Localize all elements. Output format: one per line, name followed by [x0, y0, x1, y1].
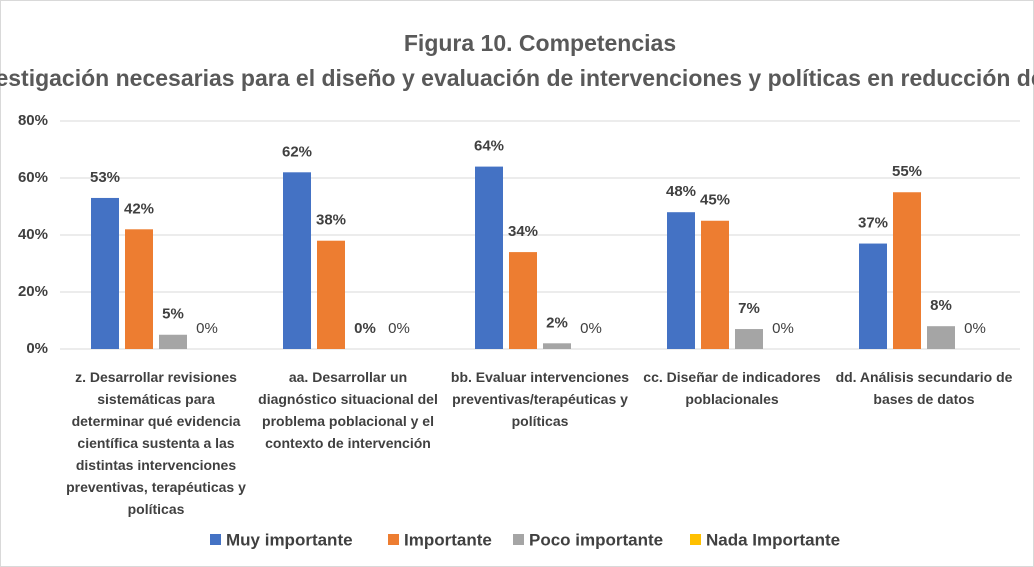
x-tick-label: z. Desarrollar revisiones sistemáticas p…: [66, 369, 246, 517]
bar: [125, 229, 153, 349]
value-label: 45%: [700, 192, 730, 209]
legend-swatch: [388, 534, 399, 545]
value-label: 0%: [580, 320, 602, 337]
value-label: 53%: [90, 169, 120, 186]
legend-label: Poco importante: [529, 530, 663, 549]
y-tick-label: 60%: [18, 169, 48, 186]
legend-label: Nada Importante: [706, 530, 840, 549]
bar: [159, 334, 187, 349]
bar: [317, 240, 345, 349]
legend-swatch: [513, 534, 524, 545]
x-tick-label: cc. Diseñar de indicadores poblacionales: [643, 369, 821, 407]
y-tick-label: 80%: [18, 112, 48, 129]
bar: [509, 252, 537, 349]
value-label: 42%: [124, 200, 154, 217]
value-label: 2%: [546, 314, 568, 331]
bar: [667, 212, 695, 349]
value-label: 37%: [858, 215, 888, 232]
value-label: 62%: [282, 143, 312, 160]
value-label: 7%: [738, 300, 760, 317]
y-tick-label: 40%: [18, 226, 48, 243]
y-tick-label: 20%: [18, 283, 48, 300]
value-label: 34%: [508, 223, 538, 240]
value-label: 48%: [666, 183, 696, 200]
bar: [859, 243, 887, 349]
value-label: 64%: [474, 138, 504, 155]
bar: [927, 326, 955, 349]
legend-label: Muy importante: [226, 530, 353, 549]
value-label: 0%: [354, 320, 376, 337]
chart-title: Figura 10. Competenciasde investigación …: [0, 30, 1034, 91]
value-label: 0%: [388, 320, 410, 337]
legend-label: Importante: [404, 530, 492, 549]
y-tick-label: 0%: [26, 340, 48, 357]
x-tick-label: aa. Desarrollar un diagnóstico situacion…: [258, 369, 438, 451]
value-label: 8%: [930, 297, 952, 314]
value-label: 0%: [196, 320, 218, 337]
value-label: 55%: [892, 163, 922, 180]
x-tick-label: bb. Evaluar intervenciones preventivas/t…: [450, 369, 630, 429]
bar: [475, 166, 503, 349]
bar: [893, 192, 921, 349]
bar: [283, 172, 311, 349]
legend-swatch: [210, 534, 221, 545]
value-label: 38%: [316, 212, 346, 229]
value-label: 0%: [964, 320, 986, 337]
bar: [735, 329, 763, 349]
bar: [91, 197, 119, 349]
bar: [701, 220, 729, 349]
value-label: 0%: [772, 320, 794, 337]
x-tick-label: dd. Análisis secundario de bases de dato…: [835, 369, 1013, 407]
bar: [543, 343, 571, 349]
legend-swatch: [690, 534, 701, 545]
value-label: 5%: [162, 306, 184, 323]
